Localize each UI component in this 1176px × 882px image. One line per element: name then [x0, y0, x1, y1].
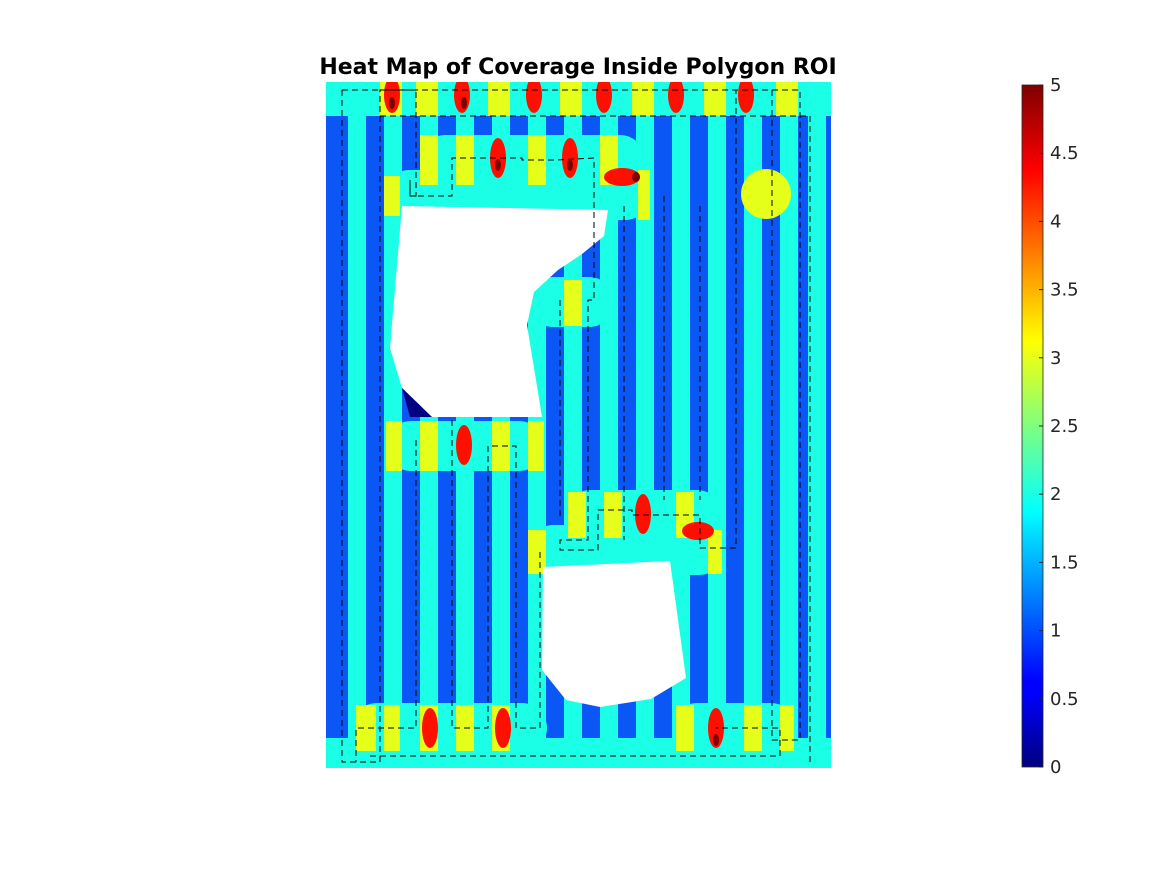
colorbar-tick-label: 4.5: [1050, 143, 1079, 164]
overlap-region: [528, 530, 546, 574]
overlap-region: [632, 82, 654, 116]
overlap-region: [528, 135, 546, 185]
colorbar-tick-label: 0: [1050, 757, 1061, 778]
chart-title: Heat Map of Coverage Inside Polygon ROI: [319, 55, 836, 80]
hotspot-region: [422, 708, 438, 748]
overlap-region: [604, 492, 622, 538]
overlap-region: [638, 170, 650, 220]
peak-region: [713, 734, 719, 746]
colorbar-tick-label: 0.5: [1050, 689, 1079, 710]
overlap-region: [528, 421, 544, 471]
colorbar-tick-label: 2.5: [1050, 416, 1079, 437]
colorbar-gradient: [1022, 85, 1043, 767]
coverage-stripe: [348, 82, 366, 768]
overlap-region: [420, 421, 438, 471]
hotspot-region: [604, 168, 640, 186]
colorbar-tick-label: 3.5: [1050, 280, 1079, 301]
coverage-stripe: [808, 82, 826, 768]
obstacle-1: [390, 206, 608, 417]
hotspot-region: [738, 82, 754, 113]
colorbar-tick-label: 5: [1050, 75, 1061, 96]
path-line: [340, 89, 801, 763]
colorbar-tick-label: 2: [1050, 484, 1061, 505]
colorbar-tick-label: 3: [1050, 348, 1061, 369]
coverage-stripe: [708, 82, 726, 768]
uncovered-region: [402, 388, 432, 417]
path-segment: [380, 115, 811, 762]
overlap-region: [420, 135, 438, 185]
hotspot-region: [526, 82, 542, 113]
overlap-region: [776, 82, 798, 116]
heatmap-plot: [326, 82, 831, 768]
peak-region: [567, 159, 573, 171]
hotspot-region: [454, 82, 470, 113]
overlap-region: [568, 492, 586, 538]
overlap-region: [564, 280, 582, 326]
path-segment: [355, 440, 417, 762]
overlap-region: [384, 176, 400, 216]
hotspot-region: [490, 138, 506, 178]
overlap-region: [488, 82, 510, 116]
overlap-region: [741, 169, 791, 219]
peak-region: [632, 172, 640, 182]
peak-region: [495, 159, 501, 171]
colorbar: 0 0.5 1 1.5 2 2.5 3 3.5 4 4.5 5: [1021, 75, 1079, 778]
hotspot-region: [682, 522, 714, 540]
hotspot-region: [668, 82, 684, 113]
peak-region: [461, 97, 467, 109]
coverage-stripe: [744, 82, 762, 768]
hotspot-region: [456, 425, 472, 465]
overlap-region: [492, 421, 510, 471]
overlap-region: [708, 530, 722, 574]
overlap-region: [676, 705, 694, 751]
coverage-stripe: [672, 82, 690, 768]
obstacles: [390, 206, 686, 707]
hotspot-region: [495, 708, 511, 748]
overlap-region: [780, 705, 794, 751]
colorbar-tick-label: 1: [1050, 621, 1061, 642]
path-segment: [451, 420, 541, 729]
overlap-region: [560, 82, 582, 116]
coverage-stripe: [780, 82, 798, 768]
colorbar-tick-label: 1.5: [1050, 552, 1079, 573]
coverage-path: [340, 89, 811, 763]
peak-region: [389, 97, 395, 109]
hotspot-region: [562, 138, 578, 178]
colorbar-ticks: 0 0.5 1 1.5 2 2.5 3 3.5 4 4.5 5: [1039, 75, 1079, 778]
path-segment: [370, 727, 781, 757]
obstacle-2: [542, 561, 686, 707]
overlap-region: [456, 135, 474, 185]
overlap-region: [416, 82, 438, 116]
colorbar-tick-label: 4: [1050, 211, 1061, 232]
hotspot-region: [635, 494, 651, 534]
overlap-region: [704, 82, 726, 116]
overlap-region: [386, 421, 402, 471]
overlap-region: [356, 705, 376, 751]
hotspot-region: [596, 82, 612, 113]
